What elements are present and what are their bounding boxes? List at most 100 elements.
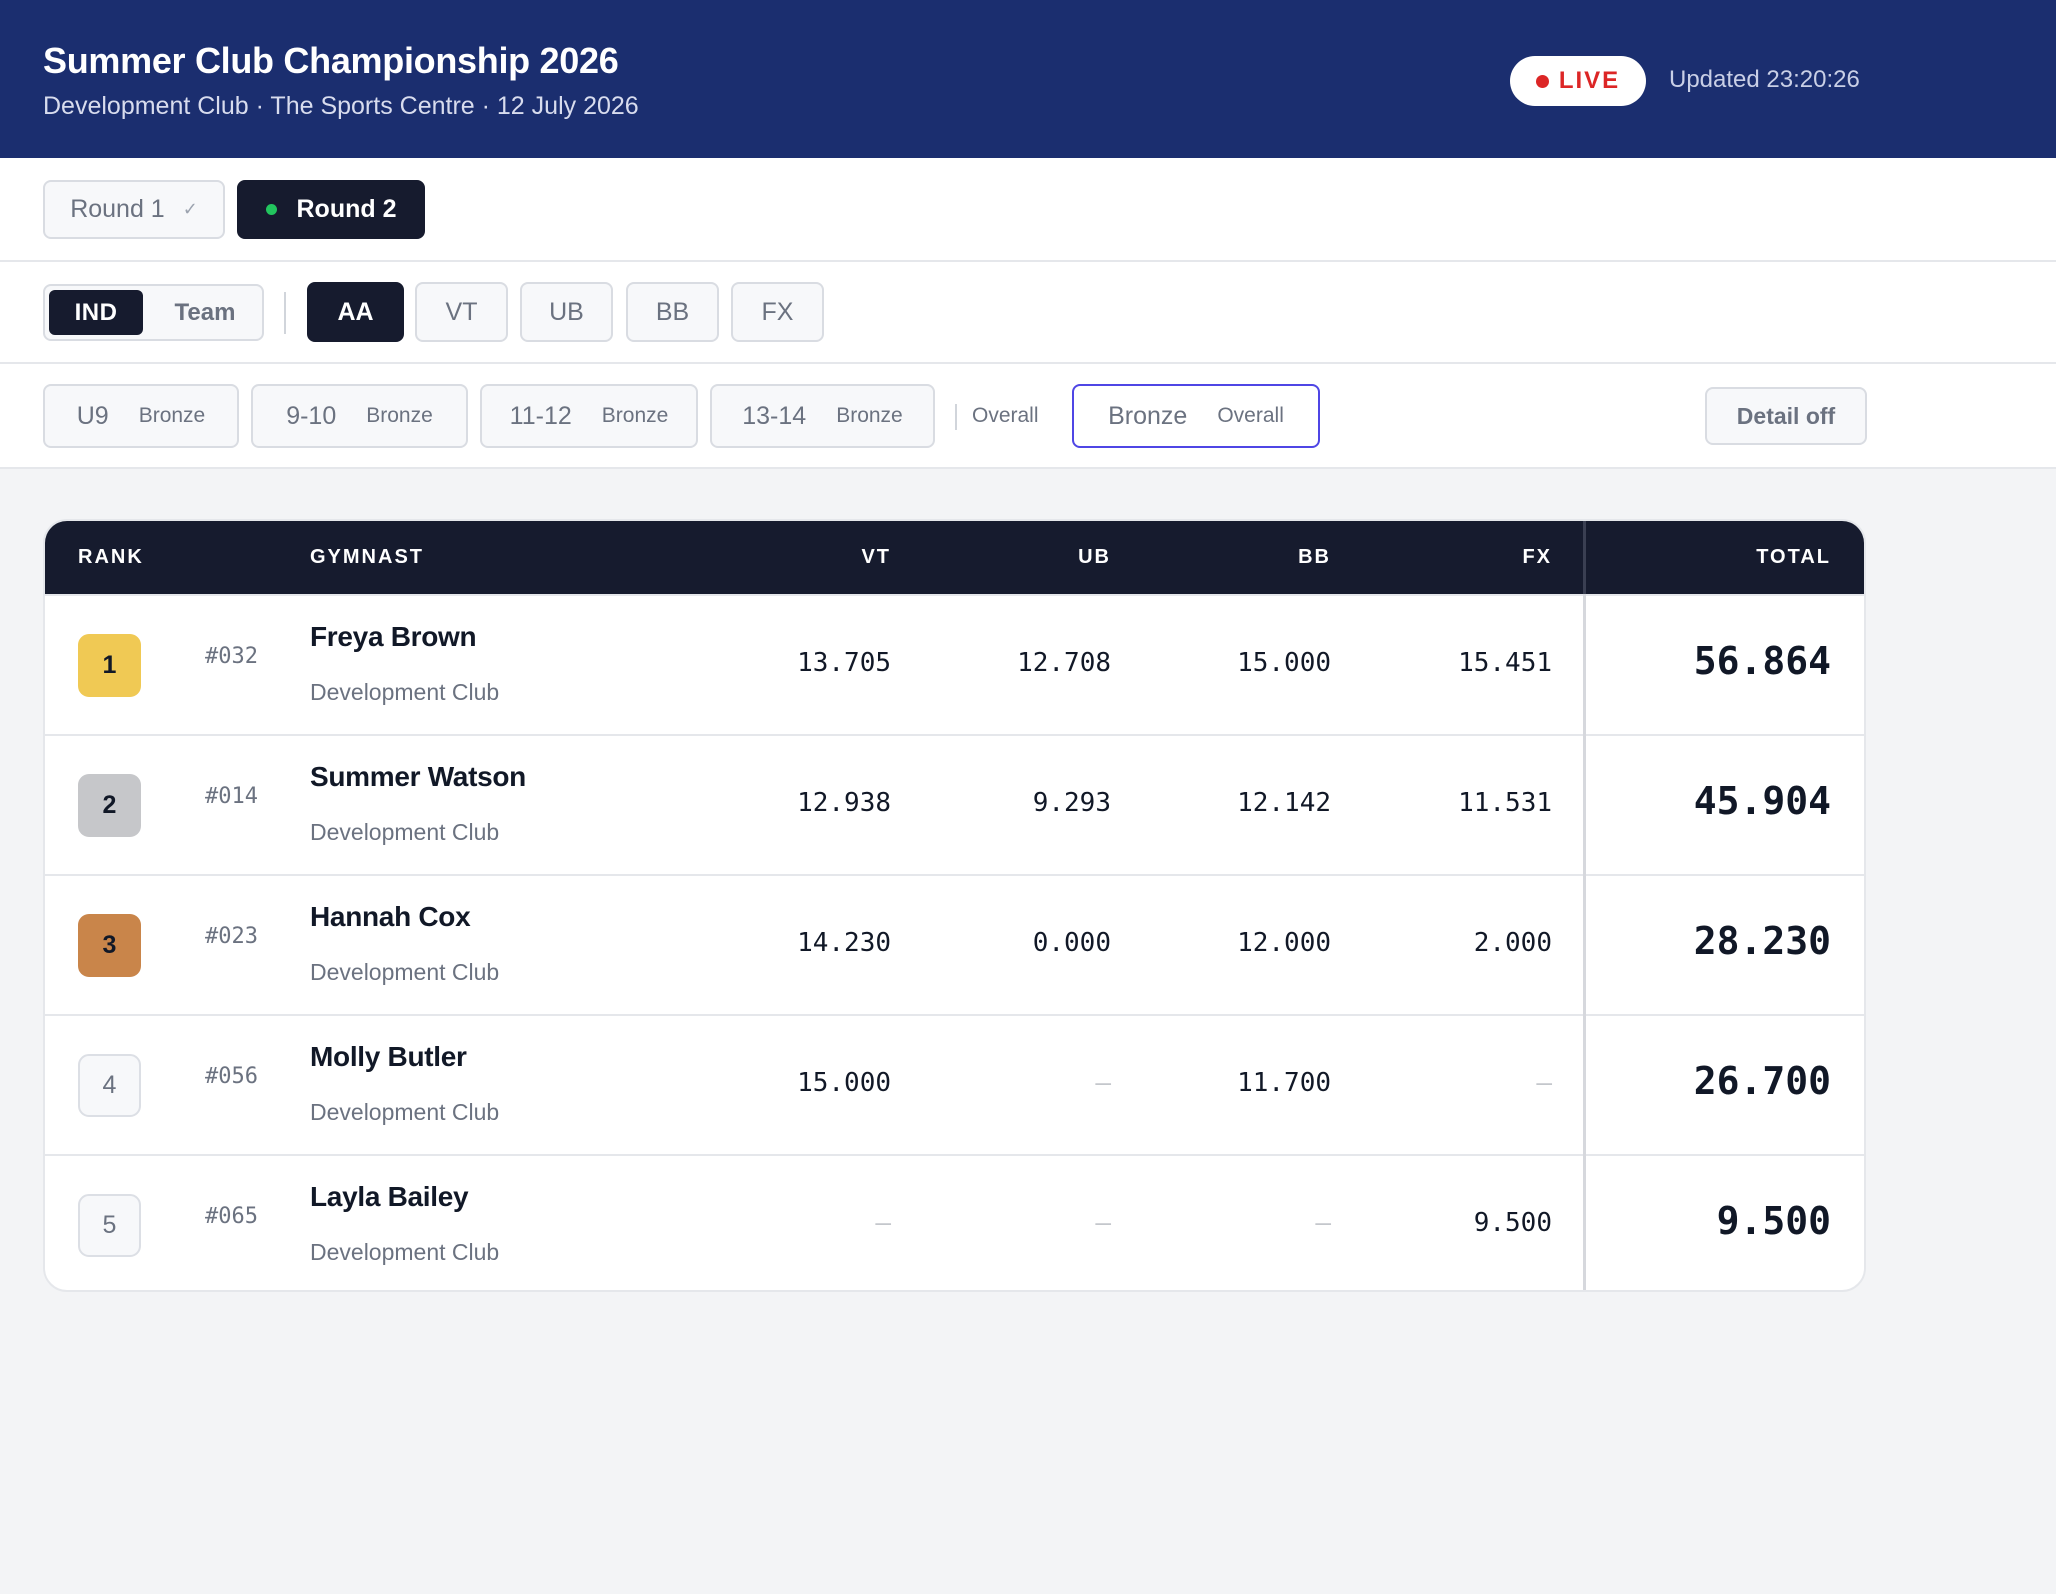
active-dot-icon	[265, 204, 277, 215]
event-fx-button[interactable]: FX	[731, 282, 824, 342]
filter-bar: IND Team AA VT UB BB FX	[0, 262, 2056, 364]
score-total: 26.700	[1693, 1059, 1831, 1103]
category-age: 13-14	[742, 401, 807, 430]
gymnast-club: Development Club	[310, 1239, 500, 1265]
bib-number: #032	[205, 644, 258, 669]
category-level: Bronze	[138, 404, 206, 427]
overall-label: Overall	[972, 404, 1039, 427]
gymnast-name: Freya Brown	[310, 621, 477, 652]
table-row[interactable]: 2 #014 Summer Watson Development Club 12…	[45, 734, 1864, 874]
score-vt: 12.938	[797, 788, 891, 818]
gymnast-name: Layla Bailey	[310, 1181, 469, 1212]
event-bb-button[interactable]: BB	[626, 282, 719, 342]
bib-number: #056	[205, 1064, 258, 1089]
round-1-tab[interactable]: Round 1 ✓	[43, 180, 225, 239]
page-title: Summer Club Championship 2026	[43, 40, 619, 81]
score-bb: —	[1315, 1208, 1331, 1238]
category-13-14-bronze[interactable]: 13-14 Bronze	[710, 384, 935, 448]
table-row[interactable]: 5 #065 Layla Bailey Development Club — —…	[45, 1154, 1864, 1290]
bib-number: #014	[205, 784, 258, 809]
score-vt: —	[875, 1208, 891, 1238]
score-vt: 13.705	[797, 648, 891, 678]
category-age: 11-12	[509, 401, 572, 430]
category-age: U9	[76, 401, 109, 430]
score-ub: —	[1095, 1208, 1111, 1238]
category-bronze-overall[interactable]: Bronze Overall	[1072, 384, 1320, 448]
table-row[interactable]: 3 #023 Hannah Cox Development Club 14.23…	[45, 874, 1864, 1014]
rank-badge: 5	[78, 1194, 141, 1257]
round-bar: Round 1 ✓ Round 2	[0, 158, 2056, 262]
bib-number: #065	[205, 1204, 258, 1229]
score-fx: 9.500	[1473, 1208, 1552, 1238]
bib-number: #023	[205, 924, 258, 949]
total-column-divider	[1583, 521, 1586, 1290]
live-dot-icon	[1535, 74, 1549, 88]
score-ub: 0.000	[1032, 928, 1111, 958]
gymnast-club: Development Club	[310, 819, 500, 845]
score-fx: 11.531	[1458, 788, 1552, 818]
results-table: RANK GYMNAST VT UB BB FX TOTAL 1 #032 Fr…	[43, 519, 1866, 1292]
gymnast-club: Development Club	[310, 679, 500, 705]
check-icon: ✓	[182, 199, 198, 219]
category-level: Bronze	[1108, 401, 1188, 430]
mode-toggle: IND Team	[43, 284, 264, 341]
gymnast-name: Molly Butler	[310, 1041, 467, 1072]
gymnast-name: Summer Watson	[310, 761, 526, 792]
category-level: Bronze	[601, 404, 669, 427]
score-fx: 15.451	[1458, 648, 1552, 678]
score-fx: 2.000	[1473, 928, 1552, 958]
score-total: 9.500	[1716, 1199, 1831, 1243]
event-vt-button[interactable]: VT	[415, 282, 508, 342]
table-row[interactable]: 4 #056 Molly Butler Development Club 15.…	[45, 1014, 1864, 1154]
col-fx: FX	[1522, 546, 1552, 568]
rank-badge-silver: 2	[78, 774, 141, 837]
detail-toggle-button[interactable]: Detail off	[1705, 387, 1867, 445]
mode-ind-button[interactable]: IND	[49, 290, 143, 335]
col-ub: UB	[1078, 546, 1111, 568]
col-rank: RANK	[78, 546, 144, 568]
live-label: LIVE	[1558, 67, 1621, 94]
updated-timestamp: Updated 23:20:26	[1669, 66, 1860, 93]
score-bb: 11.700	[1237, 1068, 1331, 1098]
rank-badge-bronze: 3	[78, 914, 141, 977]
app-header: Summer Club Championship 2026 Developmen…	[0, 0, 2056, 158]
score-fx: —	[1536, 1068, 1552, 1098]
category-overall-label: Overall	[1217, 404, 1284, 427]
score-vt: 14.230	[797, 928, 891, 958]
score-bb: 15.000	[1237, 648, 1331, 678]
event-ub-button[interactable]: UB	[520, 282, 613, 342]
category-11-12-bronze[interactable]: 11-12 Bronze	[480, 384, 698, 448]
score-ub: 12.708	[1017, 648, 1111, 678]
category-level: Bronze	[836, 404, 903, 427]
total-column-divider-header	[1583, 521, 1586, 594]
score-total: 45.904	[1693, 779, 1831, 823]
score-bb: 12.000	[1237, 928, 1331, 958]
table-header: RANK GYMNAST VT UB BB FX TOTAL	[45, 521, 1864, 594]
rank-badge: 4	[78, 1054, 141, 1117]
category-9-10-bronze[interactable]: 9-10 Bronze	[251, 384, 468, 448]
rank-badge-gold: 1	[78, 634, 141, 697]
round-1-label: Round 1	[70, 195, 165, 223]
score-bb: 12.142	[1237, 788, 1331, 818]
divider	[284, 292, 286, 334]
category-age: 9-10	[286, 401, 337, 430]
score-ub: 9.293	[1032, 788, 1111, 818]
category-u9-bronze[interactable]: U9 Bronze	[43, 384, 239, 448]
col-vt: VT	[861, 546, 891, 568]
table-row[interactable]: 1 #032 Freya Brown Development Club 13.7…	[45, 594, 1864, 734]
gymnast-club: Development Club	[310, 1099, 500, 1125]
round-2-label: Round 2	[296, 195, 397, 223]
mode-team-button[interactable]: Team	[174, 298, 236, 326]
col-bb: BB	[1298, 546, 1331, 568]
score-total: 28.230	[1693, 919, 1831, 963]
col-total: TOTAL	[1756, 546, 1831, 568]
gymnast-name: Hannah Cox	[310, 901, 471, 932]
category-bar: U9 Bronze 9-10 Bronze 11-12 Bronze 13-14…	[0, 364, 2056, 469]
score-vt: 15.000	[797, 1068, 891, 1098]
page-subtitle: Development Club · The Sports Centre · 1…	[43, 92, 639, 120]
score-ub: —	[1095, 1068, 1111, 1098]
event-aa-button[interactable]: AA	[307, 282, 404, 342]
live-badge: LIVE	[1510, 56, 1646, 106]
round-2-tab[interactable]: Round 2	[237, 180, 425, 239]
category-level: Bronze	[366, 404, 433, 427]
